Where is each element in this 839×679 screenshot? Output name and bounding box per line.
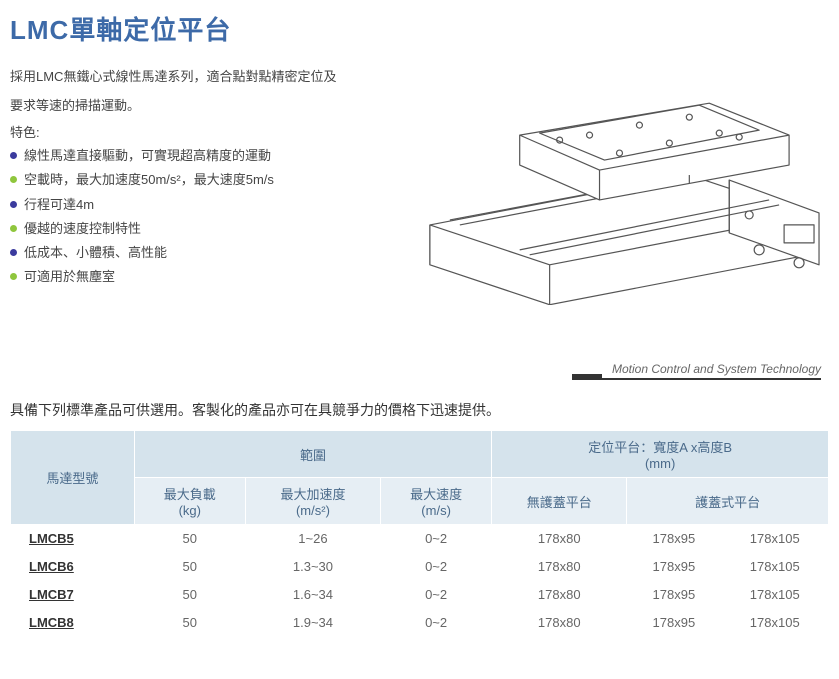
feature-item: 可適用於無塵室 <box>10 266 370 288</box>
cell-p1: 178x80 <box>492 553 627 581</box>
th-platform: 定位平台：寬度A x高度B (mm) <box>492 431 829 478</box>
th-acc-label: 最大加速度 <box>280 487 345 502</box>
table-row: LMCB5 50 1~26 0~2 178x80 178x95 178x105 <box>11 525 829 553</box>
cell-model: LMCB5 <box>11 525 135 553</box>
spec-table-head: 馬達型號 範圍 定位平台：寬度A x高度B (mm) 最大負載(kg) 最大加速… <box>11 431 829 525</box>
th-nocover: 無護蓋平台 <box>492 478 627 525</box>
cell-p3: 178x105 <box>721 609 829 637</box>
cell-model: LMCB8 <box>11 609 135 637</box>
cell-p3: 178x105 <box>721 553 829 581</box>
table-row: LMCB8 50 1.9~34 0~2 178x80 178x95 178x10… <box>11 609 829 637</box>
cell-p3: 178x105 <box>721 581 829 609</box>
spec-table: 馬達型號 範圍 定位平台：寬度A x高度B (mm) 最大負載(kg) 最大加速… <box>10 430 829 637</box>
th-speed: 最大速度(m/s) <box>380 478 491 525</box>
cell-acc: 1~26 <box>245 525 380 553</box>
cell-model: LMCB6 <box>11 553 135 581</box>
th-cover: 護蓋式平台 <box>627 478 829 525</box>
spec-table-body: LMCB5 50 1~26 0~2 178x80 178x95 178x105 … <box>11 525 829 637</box>
feature-text: 優越的速度控制特性 <box>24 221 141 236</box>
features-label: 特色: <box>10 122 370 141</box>
bullet-icon <box>10 249 17 256</box>
diagram-column: Motion Control and System Technology <box>390 65 829 380</box>
feature-item: 行程可達4m <box>10 194 370 216</box>
bullet-icon <box>10 225 17 232</box>
th-range: 範圍 <box>134 431 492 478</box>
model-link[interactable]: LMCB6 <box>29 559 74 574</box>
cell-speed: 0~2 <box>380 581 491 609</box>
th-load: 最大負載(kg) <box>134 478 245 525</box>
cell-load: 50 <box>134 525 245 553</box>
bullet-icon <box>10 176 17 183</box>
intro-line-2: 要求等速的掃描運動。 <box>10 94 370 119</box>
table-row: LMCB7 50 1.6~34 0~2 178x80 178x95 178x10… <box>11 581 829 609</box>
bullet-icon <box>10 273 17 280</box>
tagline: Motion Control and System Technology <box>572 360 821 380</box>
th-acc: 最大加速度(m/s²) <box>245 478 380 525</box>
th-platform-line2: (mm) <box>645 456 675 471</box>
cell-p1: 178x80 <box>492 609 627 637</box>
cell-load: 50 <box>134 581 245 609</box>
description-column: 採用LMC無鐵心式線性馬達系列，適合點對點精密定位及 要求等速的掃描運動。 特色… <box>10 65 370 380</box>
cell-acc: 1.9~34 <box>245 609 380 637</box>
th-acc-unit: (m/s²) <box>296 503 330 518</box>
feature-item: 優越的速度控制特性 <box>10 218 370 240</box>
cell-load: 50 <box>134 553 245 581</box>
feature-item: 線性馬達直接驅動，可實現超高精度的運動 <box>10 145 370 167</box>
th-load-label: 最大負載 <box>164 487 216 502</box>
bullet-icon <box>10 152 17 159</box>
table-row: LMCB6 50 1.3~30 0~2 178x80 178x95 178x10… <box>11 553 829 581</box>
feature-text: 低成本、小體積、高性能 <box>24 245 167 260</box>
cell-acc: 1.3~30 <box>245 553 380 581</box>
table-intro: 具備下列標準產品可供選用。客製化的產品亦可在具競爭力的價格下迅速提供。 <box>10 400 829 420</box>
feature-item: 空載時，最大加速度50m/s²，最大速度5m/s <box>10 169 370 191</box>
cell-acc: 1.6~34 <box>245 581 380 609</box>
model-link[interactable]: LMCB8 <box>29 615 74 630</box>
page-title: LMC單軸定位平台 <box>10 10 829 47</box>
cell-speed: 0~2 <box>380 609 491 637</box>
tagline-wrap: Motion Control and System Technology <box>390 360 829 380</box>
feature-item: 低成本、小體積、高性能 <box>10 242 370 264</box>
cell-load: 50 <box>134 609 245 637</box>
th-load-unit: (kg) <box>179 503 201 518</box>
feature-text: 可適用於無塵室 <box>24 269 115 284</box>
model-link[interactable]: LMCB5 <box>29 531 74 546</box>
cell-speed: 0~2 <box>380 553 491 581</box>
feature-text: 空載時，最大加速度50m/s²，最大速度5m/s <box>24 172 274 187</box>
th-platform-line1: 定位平台：寬度A x高度B <box>588 440 732 455</box>
cell-p2: 178x95 <box>627 553 721 581</box>
cell-p1: 178x80 <box>492 581 627 609</box>
features-list: 線性馬達直接驅動，可實現超高精度的運動 空載時，最大加速度50m/s²，最大速度… <box>10 145 370 288</box>
top-section: 採用LMC無鐵心式線性馬達系列，適合點對點精密定位及 要求等速的掃描運動。 特色… <box>10 65 829 380</box>
feature-text: 行程可達4m <box>24 197 94 212</box>
cell-speed: 0~2 <box>380 525 491 553</box>
th-speed-unit: (m/s) <box>421 503 451 518</box>
feature-text: 線性馬達直接驅動，可實現超高精度的運動 <box>24 148 271 163</box>
cell-p2: 178x95 <box>627 581 721 609</box>
bullet-icon <box>10 201 17 208</box>
cell-p1: 178x80 <box>492 525 627 553</box>
cell-p2: 178x95 <box>627 525 721 553</box>
intro-line-1: 採用LMC無鐵心式線性馬達系列，適合點對點精密定位及 <box>10 65 370 90</box>
cell-p2: 178x95 <box>627 609 721 637</box>
product-diagram <box>390 65 829 305</box>
cell-p3: 178x105 <box>721 525 829 553</box>
cell-model: LMCB7 <box>11 581 135 609</box>
th-motor: 馬達型號 <box>11 431 135 525</box>
th-speed-label: 最大速度 <box>410 487 462 502</box>
model-link[interactable]: LMCB7 <box>29 587 74 602</box>
